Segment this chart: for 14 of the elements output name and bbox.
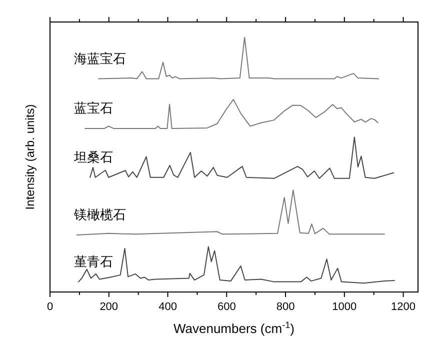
- x-tick-label: 1200: [391, 301, 416, 313]
- x-tick-label: 1000: [332, 301, 357, 313]
- x-tick-label: 0: [46, 301, 54, 313]
- series-label: 海蓝宝石: [74, 50, 126, 66]
- series-label: 堇青石: [74, 254, 113, 269]
- x-axis-title: Wavenumbers (cm$^{-1}$): [173, 320, 295, 336]
- x-tick-label: 200: [100, 301, 118, 313]
- x-tick-label: 800: [276, 301, 295, 313]
- series-label: 镁橄榄石: [73, 206, 126, 222]
- series-label: 坦桑石: [73, 149, 113, 164]
- y-axis-title: Intensity (arb. units): [23, 104, 37, 210]
- x-tick-label: 400: [158, 301, 177, 313]
- x-tick-label: 600: [217, 301, 236, 313]
- series-label: 蓝宝石: [74, 100, 113, 116]
